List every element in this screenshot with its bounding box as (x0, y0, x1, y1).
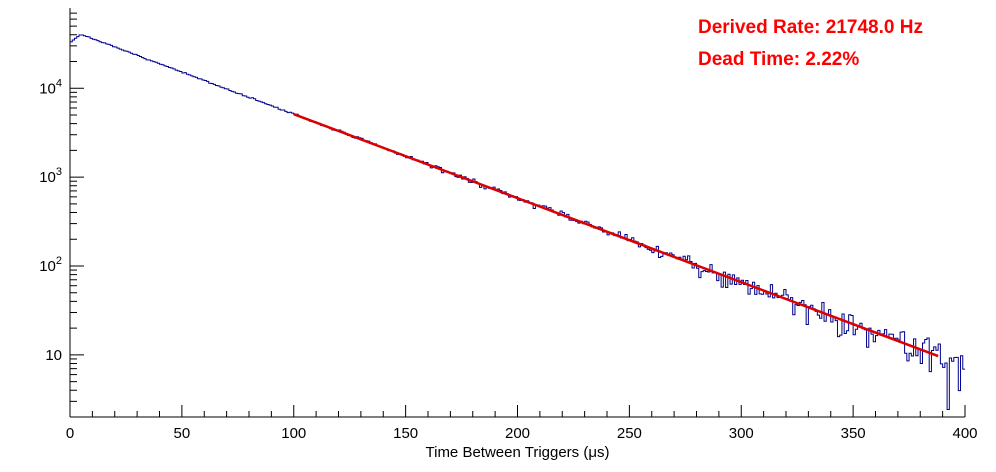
derived-rate-text: Derived Rate: 21748.0 Hz (698, 17, 923, 38)
svg-text:10: 10 (45, 347, 62, 364)
svg-text:100: 100 (281, 425, 306, 442)
svg-text:250: 250 (617, 425, 642, 442)
svg-text:104: 104 (39, 77, 62, 97)
svg-text:200: 200 (505, 425, 530, 442)
svg-text:50: 50 (174, 425, 191, 442)
svg-text:102: 102 (39, 255, 62, 275)
stats-annotations: Derived Rate: 21748.0 Hz Dead Time: 2.22… (698, 12, 923, 76)
svg-text:350: 350 (841, 425, 866, 442)
svg-text:150: 150 (393, 425, 418, 442)
svg-text:300: 300 (729, 425, 754, 442)
dead-time-text: Dead Time: 2.22% (698, 49, 860, 70)
svg-text:103: 103 (39, 166, 62, 186)
svg-text:400: 400 (952, 425, 977, 442)
svg-text:0: 0 (66, 425, 74, 442)
x-axis-title: Time Between Triggers (μs) (425, 444, 610, 461)
